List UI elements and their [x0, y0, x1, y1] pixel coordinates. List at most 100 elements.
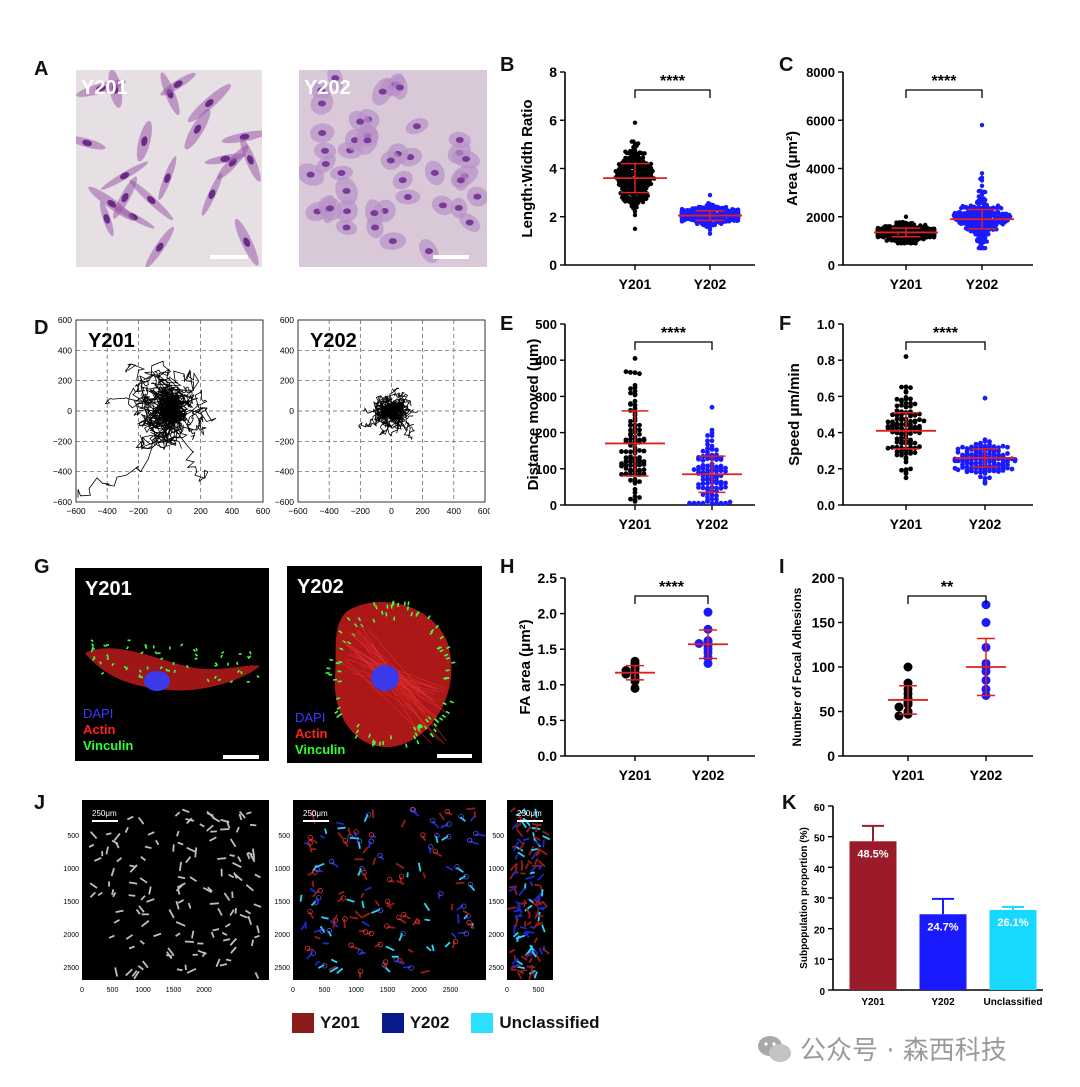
x-tick-label: −400 [320, 506, 339, 516]
data-point [975, 232, 980, 237]
data-point [718, 463, 724, 469]
y-tick-label: 2.5 [538, 570, 558, 586]
data-point [628, 401, 633, 407]
data-point [709, 500, 715, 506]
data-point [983, 245, 988, 251]
data-point [979, 178, 985, 183]
detected-cell [473, 811, 477, 818]
detected-cell [537, 906, 545, 911]
x-tick-label: Y201 [890, 276, 923, 292]
data-point [637, 455, 642, 460]
detected-cell [420, 969, 430, 974]
detected-cell [520, 955, 528, 961]
detected-cell [128, 881, 138, 885]
significance-label: **** [933, 325, 959, 342]
detected-cell [542, 947, 550, 955]
significance-bracket [634, 89, 711, 98]
detected-cell [93, 857, 102, 862]
detected-cell [231, 891, 234, 898]
adhesion [372, 618, 376, 623]
detected-cell [513, 841, 520, 852]
detected-cell [176, 882, 186, 889]
detected-cell [176, 830, 180, 837]
adhesion [123, 665, 128, 669]
adhesion [390, 735, 392, 740]
data-point [628, 386, 633, 392]
detected-cell [166, 951, 173, 960]
nucleus [462, 155, 471, 162]
cell-track [391, 406, 411, 421]
data-point [903, 662, 913, 672]
data-point [637, 371, 642, 377]
adhesion [416, 740, 420, 745]
x-tick-label: Y201 [890, 516, 923, 532]
data-point [709, 438, 715, 444]
watermark-text: 公众号 · 森西科技 [800, 1036, 1007, 1066]
adhesion [437, 646, 443, 650]
detected-cell [422, 872, 427, 879]
detected-cell [177, 888, 181, 895]
detected-cell [357, 868, 362, 876]
detected-cell [386, 902, 395, 908]
y-tick-label: 6 [549, 112, 557, 128]
y-tick-label: 0 [827, 748, 835, 764]
x-tick-label: 2000 [411, 987, 427, 994]
data-point [613, 168, 618, 174]
detected-cell [514, 917, 519, 928]
scale-bar [223, 755, 259, 759]
data-point [951, 213, 957, 218]
data-point [696, 464, 701, 470]
detected-cell [531, 848, 538, 852]
data-point [996, 453, 1001, 459]
x-tick-label: Y202 [696, 516, 729, 532]
y-tick-label: 8000 [806, 65, 835, 80]
detected-cell [538, 848, 548, 856]
adhesion [360, 623, 364, 628]
detection-marker [356, 838, 363, 844]
adhesion [90, 648, 94, 653]
detected-cell [229, 854, 235, 857]
detected-cell [363, 814, 369, 822]
significance-bracket [905, 341, 986, 350]
data-point [982, 475, 988, 481]
detected-cell [314, 935, 321, 940]
cell-track [387, 404, 398, 419]
data-point [705, 433, 710, 438]
panel-label-c: C [779, 54, 794, 76]
y-tick-label: 6000 [806, 113, 835, 128]
detected-cell [378, 855, 385, 861]
data-point [885, 419, 891, 425]
detected-cell [310, 901, 317, 907]
data-point [991, 459, 997, 465]
adhesion [325, 672, 330, 674]
detected-cell [175, 900, 180, 910]
x-tick-label: 0 [389, 506, 394, 516]
detected-cell [534, 953, 541, 963]
nucleus [96, 85, 106, 92]
cell-track [161, 393, 188, 412]
data-point [709, 496, 715, 502]
nucleus [243, 237, 251, 247]
data-point [982, 480, 988, 486]
image-label-y202: Y202 [304, 77, 351, 99]
detected-cell [182, 808, 190, 814]
y-tick-label: 2500 [488, 965, 504, 972]
adhesion [194, 657, 198, 661]
detected-cell [515, 934, 526, 940]
detected-cell [516, 838, 525, 845]
nucleus [473, 193, 482, 200]
image-background [293, 800, 486, 980]
series-y202 [678, 192, 742, 236]
detection-marker [314, 866, 321, 873]
adhesion [159, 666, 163, 670]
data-point [912, 424, 918, 430]
detected-cell [509, 863, 518, 871]
data-point [623, 465, 629, 471]
y-tick-label: 30 [814, 895, 826, 906]
detected-cell [522, 837, 530, 842]
panel-label-k: K [782, 792, 797, 814]
data-point [903, 401, 909, 406]
adhesion [339, 647, 344, 651]
data-point [714, 500, 719, 506]
data-point [632, 494, 638, 499]
